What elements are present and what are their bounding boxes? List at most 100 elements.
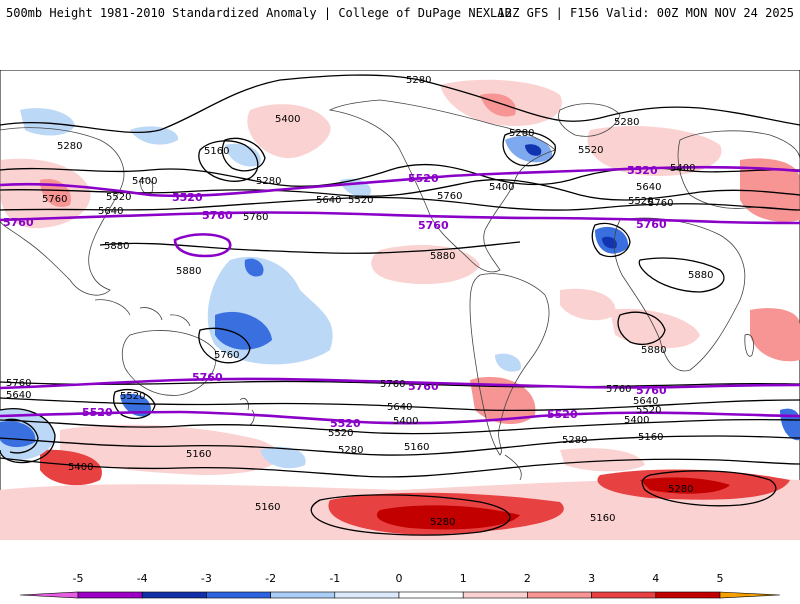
label-5280-d: 5280 (57, 141, 82, 152)
neg-anomaly-north-atlantic-core (602, 236, 617, 249)
label-5400-d: 5400 (489, 182, 514, 193)
neg-anomaly-hudson-core (525, 144, 542, 156)
label-5640-b: 5640 (316, 195, 341, 206)
bold-label-5760-a: 5760 (3, 216, 34, 229)
contour-low-south-pacific (310, 494, 511, 536)
colorbar-segment (19, 591, 79, 599)
label-5760-g: 5760 (380, 379, 405, 390)
label-5520-d: 5520 (628, 196, 653, 207)
bold-label-5760-g: 5760 (636, 384, 667, 397)
map-panel[interactable]: 5280 5400 5280 5280 5280 5160 5520 5400 … (0, 69, 800, 541)
label-5760-b: 5760 (42, 194, 67, 205)
label-5280-f: 5280 (562, 435, 587, 446)
australia-coast (121, 330, 217, 396)
neg-anomaly-tropical-pacific-core (215, 311, 272, 350)
label-5760-d: 5760 (243, 212, 268, 223)
label-5640-a: 5640 (636, 182, 661, 193)
bold-label-5520-a: 5520 (172, 191, 203, 204)
label-5160-d: 5160 (186, 449, 211, 460)
bold-label-5760-c: 5760 (418, 219, 449, 232)
contour-5160-low (198, 140, 259, 182)
colorbar-tick-label: 0 (395, 572, 403, 585)
colorbar-tick-label: 5 (716, 572, 724, 585)
contour-5160-south (0, 457, 800, 478)
bold-5520-north (0, 165, 800, 198)
bold-5760-south (0, 377, 800, 390)
label-5400-b: 5400 (670, 163, 695, 174)
neg-anomaly-south-pacific (260, 446, 306, 469)
bold-5760-north (0, 211, 800, 225)
coastlines (0, 99, 800, 481)
bold-label-5760-e: 5760 (192, 371, 223, 384)
bold-label-5760-f: 5760 (408, 380, 439, 393)
label-5160-e: 5160 (255, 502, 280, 513)
contour-low-south-indian-inner (4, 418, 39, 454)
contour-5280-north (0, 74, 800, 134)
contour-5280-south (0, 435, 800, 456)
label-5880-c: 5880 (176, 266, 201, 277)
label-5520-f: 5520 (636, 405, 661, 416)
pos-anomaly-north-pacific (247, 104, 331, 159)
asia-coast (0, 127, 125, 296)
colorbar-segment (334, 591, 400, 599)
greenland-coast (558, 103, 621, 137)
contour-labels: 5280 5400 5280 5280 5280 5160 5520 5400 … (6, 75, 713, 528)
south-america-coast (469, 273, 550, 456)
bold-contour-labels: 5520 5520 5520 5760 5760 5760 5760 5760 … (3, 164, 667, 430)
bold-label-5760-b: 5760 (202, 209, 233, 222)
label-5280-h: 5280 (668, 484, 693, 495)
height-contours (0, 74, 800, 536)
contour-low-hudson (502, 131, 556, 167)
label-5640-c: 5640 (98, 206, 123, 217)
pos-anomaly-south-america (470, 376, 536, 425)
pos-anomaly-south-pacific-east (560, 448, 645, 472)
neg-anomaly-north-pacific (130, 126, 179, 145)
africa-coast (613, 217, 746, 372)
new-zealand-coast (239, 397, 255, 426)
neg-anomaly-central-pacific (244, 258, 264, 277)
pos-anomaly-europe (740, 158, 800, 222)
label-5280-e: 5280 (256, 176, 281, 187)
pos-anomaly-tropical-atlantic (560, 288, 616, 321)
bold-5880-loop (173, 233, 232, 258)
label-5400-e: 5400 (393, 416, 418, 427)
label-5640-f: 5640 (387, 402, 412, 413)
bold-label-5520-d: 5520 (82, 406, 113, 419)
bold-label-5520-f: 5520 (547, 408, 578, 421)
bold-label-5520-e: 5520 (330, 417, 361, 430)
map-title: 500mb Height 1981-2010 Standardized Anom… (6, 6, 512, 20)
colorbar-segment (462, 591, 528, 599)
neg-anomaly-australia-south (120, 393, 151, 417)
contour-low-gulf-alaska (221, 137, 266, 172)
colorbar-tick-label: -2 (265, 572, 277, 585)
colorbar-tick-label: 1 (459, 572, 467, 585)
colorbar-tick-label: 4 (652, 572, 660, 585)
label-5760-a: 5760 (437, 191, 462, 202)
header: 500mb Height 1981-2010 Standardized Anom… (0, 0, 800, 30)
contour-5880-africa (638, 257, 725, 293)
pos-anomaly-south-atlantic-deep (640, 477, 730, 494)
pos-anomaly-indian (750, 308, 800, 362)
colorbar-segment (591, 591, 657, 599)
colorbar-segment (655, 591, 721, 599)
neg-anomaly-south-america-coast (495, 353, 521, 372)
colorbar-segment (719, 591, 781, 599)
model-run-info: 12Z GFS | F156 Valid: 00Z MON NOV 24 202… (497, 6, 794, 20)
colorbar-tick-label: -1 (329, 572, 341, 585)
colorbar-tick-label: -5 (72, 572, 84, 585)
colorbar-tick-label: 3 (588, 572, 596, 585)
colorbar-segments (19, 591, 781, 599)
colorbar-segment (77, 591, 143, 599)
label-5400-c: 5400 (132, 176, 157, 187)
label-5760-c: 5760 (648, 198, 673, 209)
label-5880-e: 5880 (641, 345, 666, 356)
contour-5880-pacific (99, 241, 521, 254)
colorbar-tick-label: -3 (200, 572, 212, 585)
contour-5880-southern-africa (617, 311, 666, 345)
label-5880-b: 5880 (430, 251, 455, 262)
pos-anomaly-southern-ocean-deep (376, 505, 520, 530)
label-5280-i: 5280 (430, 517, 455, 528)
antarctic-peninsula (504, 454, 522, 481)
colorbar (0, 572, 800, 600)
contour-low-australia-south (113, 389, 156, 419)
